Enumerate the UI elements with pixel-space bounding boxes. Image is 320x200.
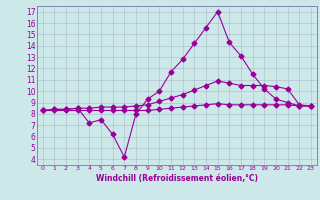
X-axis label: Windchill (Refroidissement éolien,°C): Windchill (Refroidissement éolien,°C) — [96, 174, 258, 183]
